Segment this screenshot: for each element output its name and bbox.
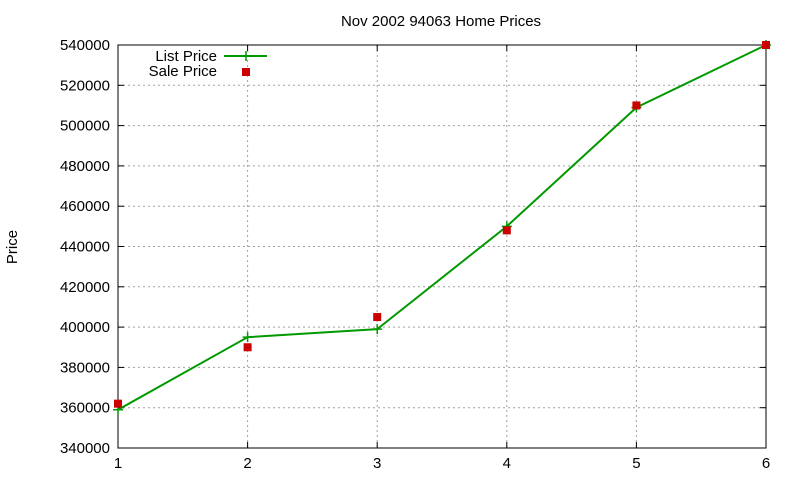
point-sale-price	[243, 343, 252, 352]
y-tick-label: 520000	[60, 77, 110, 94]
point-sale-price	[632, 101, 641, 110]
legend-marker-list-price	[241, 51, 251, 61]
y-tick-label: 440000	[60, 239, 110, 256]
x-tick-label: 5	[632, 455, 640, 472]
x-tick-label: 3	[373, 455, 381, 472]
legend-marker-sale-price	[242, 68, 250, 76]
x-tick-label: 2	[243, 455, 251, 472]
series-line-list-price	[117, 44, 767, 411]
point-list-price	[242, 332, 253, 343]
y-tick-label: 380000	[60, 359, 110, 376]
x-tick-label: 4	[503, 455, 511, 472]
x-tick-label: 1	[114, 455, 122, 472]
y-tick-label: 460000	[60, 198, 110, 215]
point-sale-price	[373, 313, 382, 322]
y-tick-label: 340000	[60, 440, 110, 457]
point-sale-price	[114, 399, 122, 408]
x-axis-ticks: 1 2 3 4 5 6	[114, 45, 770, 472]
plot-frame	[117, 44, 767, 449]
y-tick-label: 400000	[60, 319, 110, 336]
chart-title: Nov 2002 94063 Home Prices	[341, 13, 541, 30]
point-sale-price	[502, 226, 511, 235]
y-tick-label: 420000	[60, 279, 110, 296]
point-sale-price	[762, 41, 770, 49]
point-list-price	[372, 324, 383, 335]
y-tick-label: 540000	[60, 37, 110, 54]
y-tick-label: 360000	[60, 400, 110, 417]
grid	[117, 44, 767, 449]
y-axis-label: Price	[4, 230, 21, 264]
y-tick-label: 480000	[60, 158, 110, 175]
legend: List Price Sale Price	[149, 48, 267, 80]
legend-label-list-price: List Price	[155, 48, 217, 65]
x-tick-label: 6	[762, 455, 770, 472]
series-layer	[113, 40, 771, 415]
y-axis-ticks: 340000 360000 380000 400000 420000 440000 4600…	[60, 37, 766, 457]
legend-label-sale-price: Sale Price	[149, 63, 217, 80]
y-tick-label: 500000	[60, 118, 110, 135]
